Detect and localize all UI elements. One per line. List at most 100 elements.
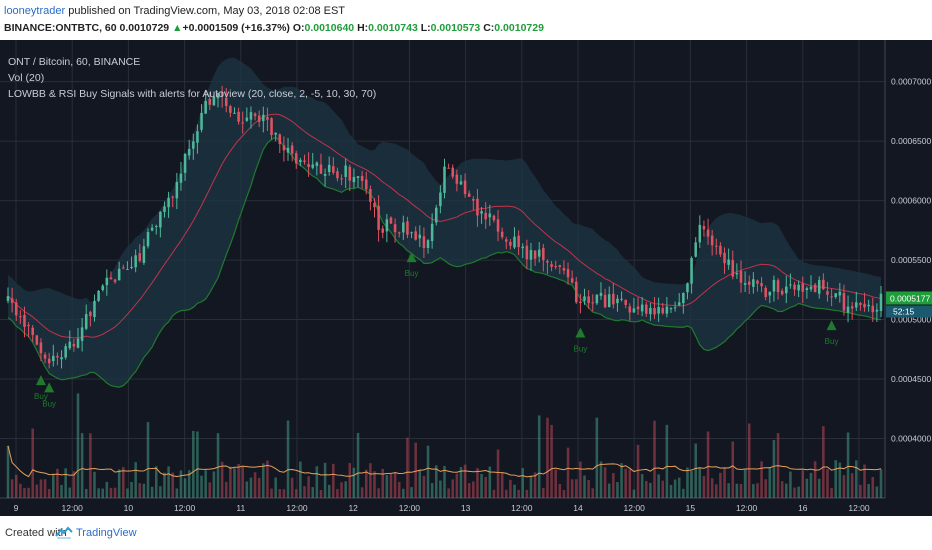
price-change: +0.0001509 (+16.37%) — [182, 22, 290, 34]
candle-body — [332, 166, 335, 173]
legend-indicator[interactable]: LOWBB & RSI Buy Signals with alerts for … — [8, 88, 377, 100]
tradingview-link[interactable]: TradingView — [76, 527, 137, 539]
candle-body — [542, 247, 545, 261]
candle-body — [68, 341, 72, 349]
volume-bar — [694, 443, 697, 498]
candle-body — [537, 249, 541, 257]
candle-body — [89, 311, 92, 317]
candle-body — [673, 307, 677, 309]
volume-bar — [521, 468, 525, 498]
candle-body — [266, 116, 269, 120]
candle-body — [488, 213, 492, 218]
candle-body — [793, 284, 796, 290]
candle-body — [747, 281, 751, 285]
candle-body — [463, 180, 467, 195]
candle-body — [583, 296, 586, 301]
time-tick-label: 12:00 — [62, 503, 84, 513]
volume-bar — [451, 479, 455, 498]
candle-body — [56, 355, 59, 358]
candle-body — [661, 308, 665, 314]
candle-body — [402, 222, 405, 233]
low-label: L: — [420, 22, 431, 34]
volume-bar — [443, 465, 446, 498]
candle-body — [509, 241, 512, 246]
time-tick-label: 12:00 — [848, 503, 870, 513]
volume-bar — [797, 486, 800, 498]
candle-body — [410, 232, 413, 234]
volume-bar — [562, 490, 566, 498]
price-tick-label: 0.0006500 — [891, 136, 931, 146]
volume-bar — [624, 468, 627, 498]
candle-body — [340, 178, 343, 180]
price-chart[interactable]: 0.0007000 0.0006500 0.0006000 0.0005500 0.00… — [0, 40, 932, 516]
candle-body — [229, 106, 232, 113]
volume-bar — [286, 420, 290, 498]
candle-body — [789, 284, 792, 286]
volume-bar — [504, 489, 508, 498]
buy-signal-arrow — [826, 320, 837, 331]
volume-bar — [159, 486, 162, 498]
candle-body — [344, 165, 347, 177]
candle-body — [397, 232, 401, 234]
candle-body — [393, 224, 397, 233]
candle-body — [154, 225, 158, 227]
volume-bar — [809, 472, 813, 498]
volume-bar — [739, 483, 743, 498]
volume-bar — [402, 488, 405, 498]
volume-bar — [628, 469, 632, 498]
candle-body — [175, 181, 179, 199]
volume-bar — [52, 473, 55, 498]
candle-body — [307, 164, 310, 167]
candle-body — [23, 314, 26, 327]
candle-body — [163, 206, 166, 212]
candle-body — [241, 122, 244, 124]
candle-body — [665, 306, 669, 314]
volume-bar — [303, 486, 306, 498]
volume-bar — [447, 488, 450, 498]
volume-bar — [35, 484, 39, 498]
volume-bar — [587, 480, 590, 498]
candle-body — [60, 357, 63, 360]
volume-bar — [187, 470, 191, 498]
publish-header: looneytrader published on TradingView.co… — [0, 0, 932, 40]
volume-bar — [364, 469, 368, 498]
volume-bar — [682, 488, 685, 498]
time-tick-label: 12:00 — [624, 503, 646, 513]
volume-bar — [381, 468, 385, 498]
candle-body — [47, 358, 51, 364]
volume-bar — [665, 424, 669, 498]
high-value: 0.0010743 — [368, 22, 418, 34]
bollinger-lower-line — [7, 136, 882, 388]
candle-body — [690, 258, 693, 284]
legend-volume[interactable]: Vol (20) — [8, 72, 45, 84]
candle-body — [525, 245, 529, 260]
publisher-link[interactable]: looneytrader — [4, 5, 66, 17]
volume-bar — [47, 489, 51, 498]
candle-body — [616, 298, 619, 304]
volume-bar — [599, 461, 603, 498]
volume-bar — [393, 472, 397, 498]
volume-bar — [760, 461, 763, 498]
volume-bar — [64, 468, 67, 498]
volume-bar — [673, 479, 677, 498]
volume-bar — [389, 473, 393, 498]
candle-body — [196, 131, 199, 143]
candle-body — [809, 286, 813, 290]
volume-bar — [113, 487, 117, 498]
candle-body — [566, 269, 570, 278]
buy-signal-label: Buy — [405, 269, 419, 278]
legend-symbol[interactable]: ONT / Bitcoin, 60, BINANCE — [8, 56, 141, 68]
candle-body — [336, 171, 339, 179]
volume-bar — [715, 484, 718, 498]
volume-bar — [756, 483, 759, 498]
volume-bar — [817, 478, 821, 498]
candle-body — [826, 291, 829, 295]
chart-area[interactable]: 0.0007000 0.0006500 0.0006000 0.0005500 0.00… — [0, 40, 932, 516]
volume-bar — [270, 488, 273, 498]
volume-bar — [19, 483, 22, 498]
volume-bar — [167, 466, 170, 498]
volume-bar — [179, 470, 183, 498]
candle-body — [434, 207, 438, 223]
volume-bar — [262, 463, 265, 498]
candle-body — [212, 96, 216, 106]
